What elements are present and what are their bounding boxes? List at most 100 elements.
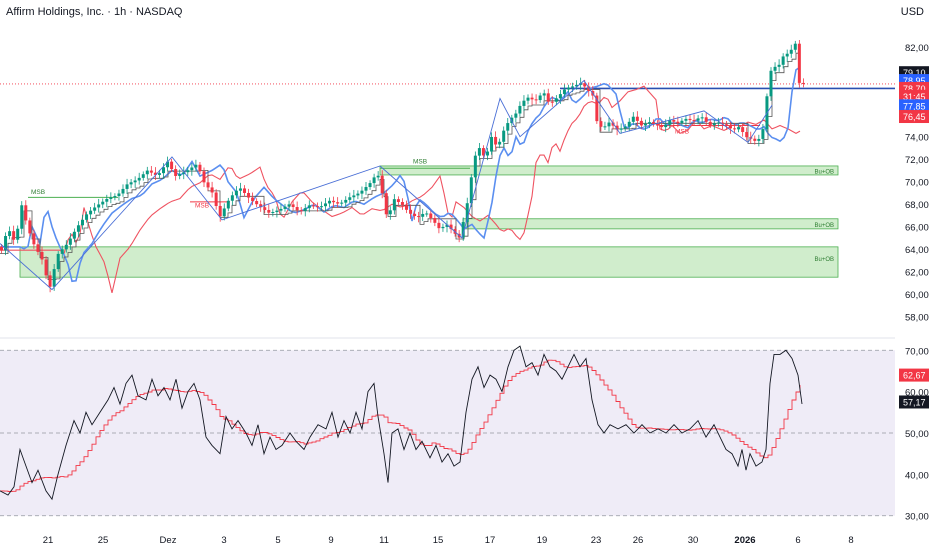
msb-label: MSB	[413, 159, 427, 166]
candle-body	[307, 205, 311, 209]
candle-body	[716, 122, 720, 124]
candle-body	[72, 231, 76, 239]
candle-body	[757, 138, 761, 141]
candle-body	[615, 125, 619, 130]
candle-body	[696, 118, 700, 121]
candle-body	[0, 246, 3, 251]
time-axis-tick: 8	[848, 535, 853, 546]
candle-body	[251, 197, 255, 202]
price-axis-tick: 60,00	[905, 290, 929, 301]
ema-slow-badge-bg	[899, 110, 929, 124]
candle-body	[481, 148, 485, 156]
candle-body	[226, 200, 230, 209]
candle-body	[793, 43, 797, 50]
candle-body	[623, 126, 627, 129]
time-axis-tick: Dez	[160, 535, 177, 546]
candle-body	[303, 208, 307, 211]
candle-body	[518, 105, 522, 114]
price-axis-tick: 68,00	[905, 200, 929, 211]
candle-body	[24, 205, 28, 221]
candle-body	[259, 204, 263, 208]
candle-body	[344, 199, 348, 203]
candle-body	[425, 213, 429, 215]
candle-body	[542, 93, 546, 96]
candle-body	[801, 82, 805, 84]
rsi-ma-badge: 62,67	[903, 371, 926, 381]
candle-body	[526, 97, 530, 101]
time-axis-tick: 6	[795, 535, 800, 546]
candle-body	[465, 203, 469, 223]
demand-zone	[462, 218, 839, 230]
candle-body	[287, 204, 291, 207]
candle-body	[607, 122, 611, 127]
candle-body	[372, 177, 376, 184]
candle-body	[340, 202, 344, 204]
candle-body	[599, 121, 603, 127]
candle-body	[32, 233, 36, 245]
candle-body	[64, 244, 68, 250]
candle-body	[433, 218, 437, 223]
candle-body	[149, 170, 153, 173]
candle-body	[668, 120, 672, 125]
candle-body	[170, 161, 174, 170]
time-axis-tick: 15	[433, 535, 444, 546]
candle-body	[413, 213, 417, 217]
candle-body	[603, 126, 607, 128]
candle-body	[724, 124, 728, 127]
demand-zone-label: Bu+OB	[814, 169, 834, 175]
candle-body	[506, 123, 510, 131]
candle-body	[190, 167, 194, 171]
time-axis-tick: 11	[379, 535, 389, 546]
candle-body	[141, 174, 145, 178]
rsi-axis-tick: 50,00	[905, 429, 929, 440]
candle-body	[781, 56, 785, 65]
candle-body	[275, 210, 279, 212]
last-price-badge: 79,10	[903, 68, 926, 78]
candle-body	[234, 190, 238, 196]
candle-body	[554, 98, 558, 102]
candle-body	[56, 253, 60, 270]
candle-body	[255, 201, 259, 205]
candle-body	[101, 201, 105, 205]
candle-body	[421, 213, 425, 217]
candle-body	[295, 207, 299, 211]
candle-body	[712, 123, 716, 126]
candle-body	[267, 209, 271, 213]
rsi-value-badge-bg	[899, 395, 929, 409]
candle-body	[348, 197, 352, 200]
candle-body	[400, 202, 404, 206]
candle-body	[214, 192, 218, 206]
ema-mid-badge: 77,85	[903, 101, 926, 111]
price-axis-tick: 66,00	[905, 223, 929, 234]
candle-body	[76, 225, 80, 232]
candle-body	[635, 116, 639, 121]
candle-body	[797, 43, 801, 83]
candle-body	[157, 173, 161, 175]
candle-body	[405, 205, 408, 210]
time-axis-tick: 25	[98, 535, 109, 546]
candle-body	[652, 122, 656, 124]
candle-body	[441, 226, 445, 229]
rsi-axis-tick: 60,00	[905, 388, 929, 399]
candle-body	[174, 169, 178, 176]
candle-body	[384, 193, 388, 215]
time-axis-tick: 23	[591, 535, 602, 546]
candle-body	[469, 177, 473, 204]
time-axis-tick: 19	[537, 535, 548, 546]
candle-body	[360, 190, 364, 194]
candle-body	[194, 164, 198, 168]
candle-body	[133, 180, 137, 183]
candle-body	[664, 124, 668, 128]
candle-body	[48, 275, 52, 287]
candle-body	[16, 228, 20, 240]
candle-body	[660, 125, 664, 128]
candle-body	[89, 210, 93, 215]
candle-body	[558, 94, 562, 99]
rsi-ma-badge-bg	[899, 368, 929, 382]
demand-zone-label: Bu+OB	[814, 223, 834, 229]
candle-body	[311, 205, 315, 207]
candle-body	[753, 138, 757, 141]
candle-body	[4, 236, 8, 251]
candle-body	[388, 210, 392, 215]
